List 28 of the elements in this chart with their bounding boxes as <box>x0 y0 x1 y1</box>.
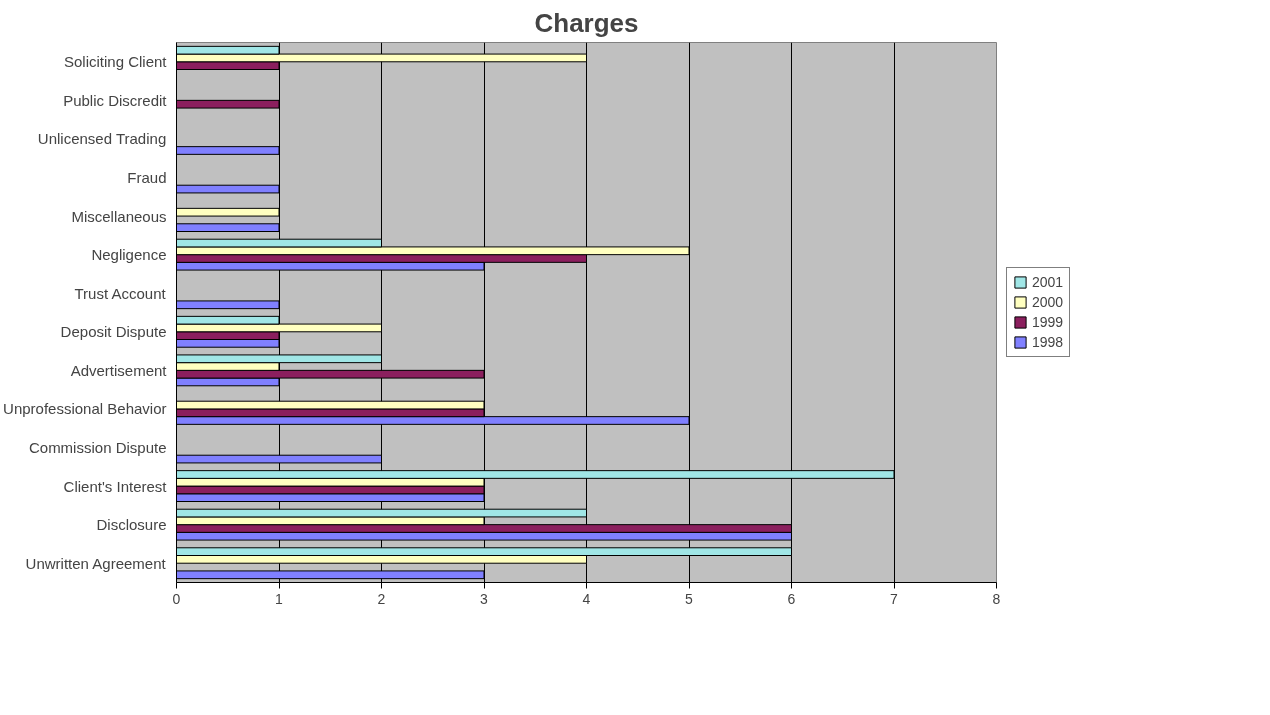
chart-title: Charges <box>534 7 639 38</box>
y-tick-label: Client's Interest <box>63 477 168 495</box>
x-tick-label: 7 <box>890 590 899 607</box>
y-tick-label: Public Discredit <box>63 91 168 109</box>
y-tick-label: Unlicensed Trading <box>37 130 167 148</box>
x-tick-label: 8 <box>992 590 1001 607</box>
y-tick-label: Disclosure <box>96 516 167 534</box>
y-tick-label: Deposit Dispute <box>60 323 167 341</box>
x-tick-label: 2 <box>377 590 386 607</box>
x-tick-label: 6 <box>787 590 796 607</box>
y-tick-label: Fraud <box>127 169 167 186</box>
legend-label: 2000 <box>1032 294 1064 310</box>
x-tick-label: 5 <box>685 590 694 607</box>
x-tick-label: 1 <box>275 590 284 607</box>
x-tick-label: 3 <box>480 590 489 607</box>
y-tick-label: Negligence <box>91 246 167 264</box>
legend-label: 1998 <box>1032 334 1064 350</box>
y-tick-label: Unprofessional Behavior <box>3 400 167 418</box>
legend-label: 2001 <box>1032 274 1064 290</box>
x-tick-label: 0 <box>172 590 181 607</box>
x-tick-label: 4 <box>582 590 591 607</box>
y-tick-label: Commission Dispute <box>28 439 167 456</box>
legend-label: 1999 <box>1032 314 1064 330</box>
y-tick-label: Soliciting Client <box>63 53 168 71</box>
y-tick-label: Trust Account <box>74 284 167 302</box>
y-tick-label: Miscellaneous <box>71 207 167 225</box>
y-tick-label: Advertisement <box>70 361 168 379</box>
y-tick-label: Unwritten Agreement <box>25 554 167 572</box>
